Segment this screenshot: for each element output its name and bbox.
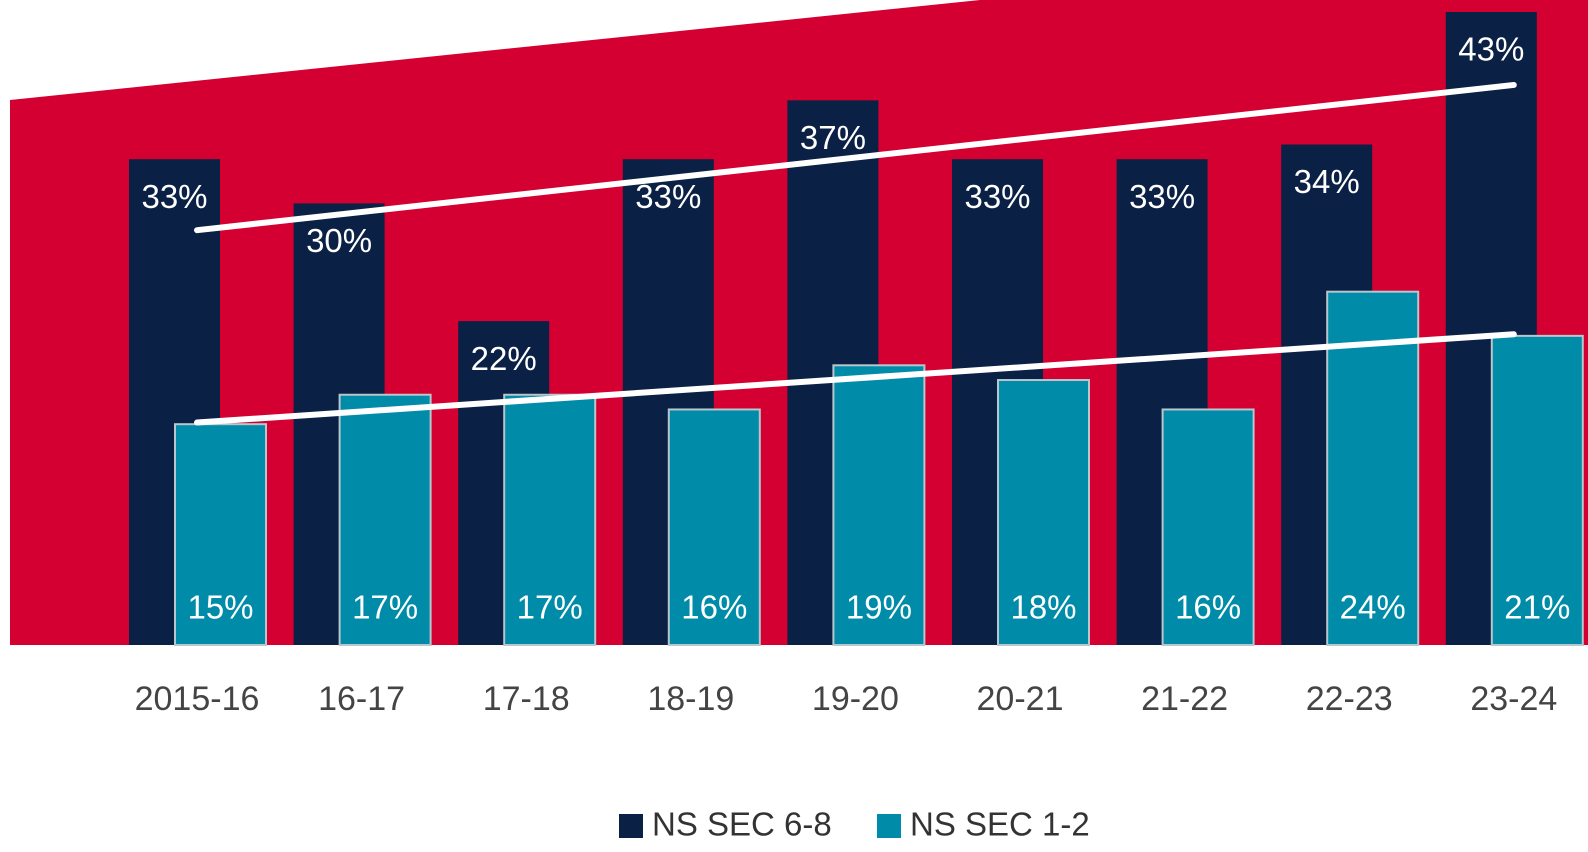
trend-line xyxy=(194,81,1517,234)
bar xyxy=(174,423,267,646)
data-label: 30% xyxy=(306,222,372,259)
data-label: 16% xyxy=(1175,589,1241,626)
data-label: 15% xyxy=(187,589,253,626)
data-label: 19% xyxy=(846,589,912,626)
trend-line xyxy=(194,331,1517,426)
data-label: 33% xyxy=(964,178,1030,215)
x-tick-label: 2015-16 xyxy=(135,680,260,718)
legend-swatch xyxy=(877,814,901,838)
bar xyxy=(997,379,1090,646)
bar xyxy=(1161,408,1255,646)
data-label: 24% xyxy=(1340,589,1406,626)
x-tick-label: 16-17 xyxy=(318,680,405,718)
data-label: 18% xyxy=(1010,589,1076,626)
data-label: 16% xyxy=(681,589,747,626)
x-tick-label: 19-20 xyxy=(812,680,899,718)
data-label: 33% xyxy=(141,178,207,215)
data-label: 34% xyxy=(1294,163,1360,200)
x-tick-label: 20-21 xyxy=(977,680,1064,718)
bar xyxy=(338,393,432,646)
data-label: 43% xyxy=(1458,31,1524,68)
legend-label: NS SEC 6-8 xyxy=(652,806,832,843)
x-tick-label: 22-23 xyxy=(1306,680,1393,718)
data-label: 33% xyxy=(1129,178,1195,215)
data-label: 21% xyxy=(1504,589,1570,626)
bar xyxy=(1326,290,1420,646)
data-label: 17% xyxy=(517,589,583,626)
x-tick-label: 21-22 xyxy=(1141,680,1228,718)
legend-swatch xyxy=(619,814,643,838)
data-label: 37% xyxy=(800,119,866,156)
bar xyxy=(503,393,597,646)
bar xyxy=(667,408,761,646)
legend-label: NS SEC 1-2 xyxy=(910,806,1090,843)
x-tick-label: 18-19 xyxy=(647,680,734,718)
bar xyxy=(832,364,926,646)
data-label: 22% xyxy=(471,340,537,377)
bar xyxy=(1490,334,1584,646)
data-label: 33% xyxy=(635,178,701,215)
x-tick-label: 17-18 xyxy=(483,680,570,718)
x-tick-label: 23-24 xyxy=(1470,680,1557,718)
data-label: 17% xyxy=(352,589,418,626)
